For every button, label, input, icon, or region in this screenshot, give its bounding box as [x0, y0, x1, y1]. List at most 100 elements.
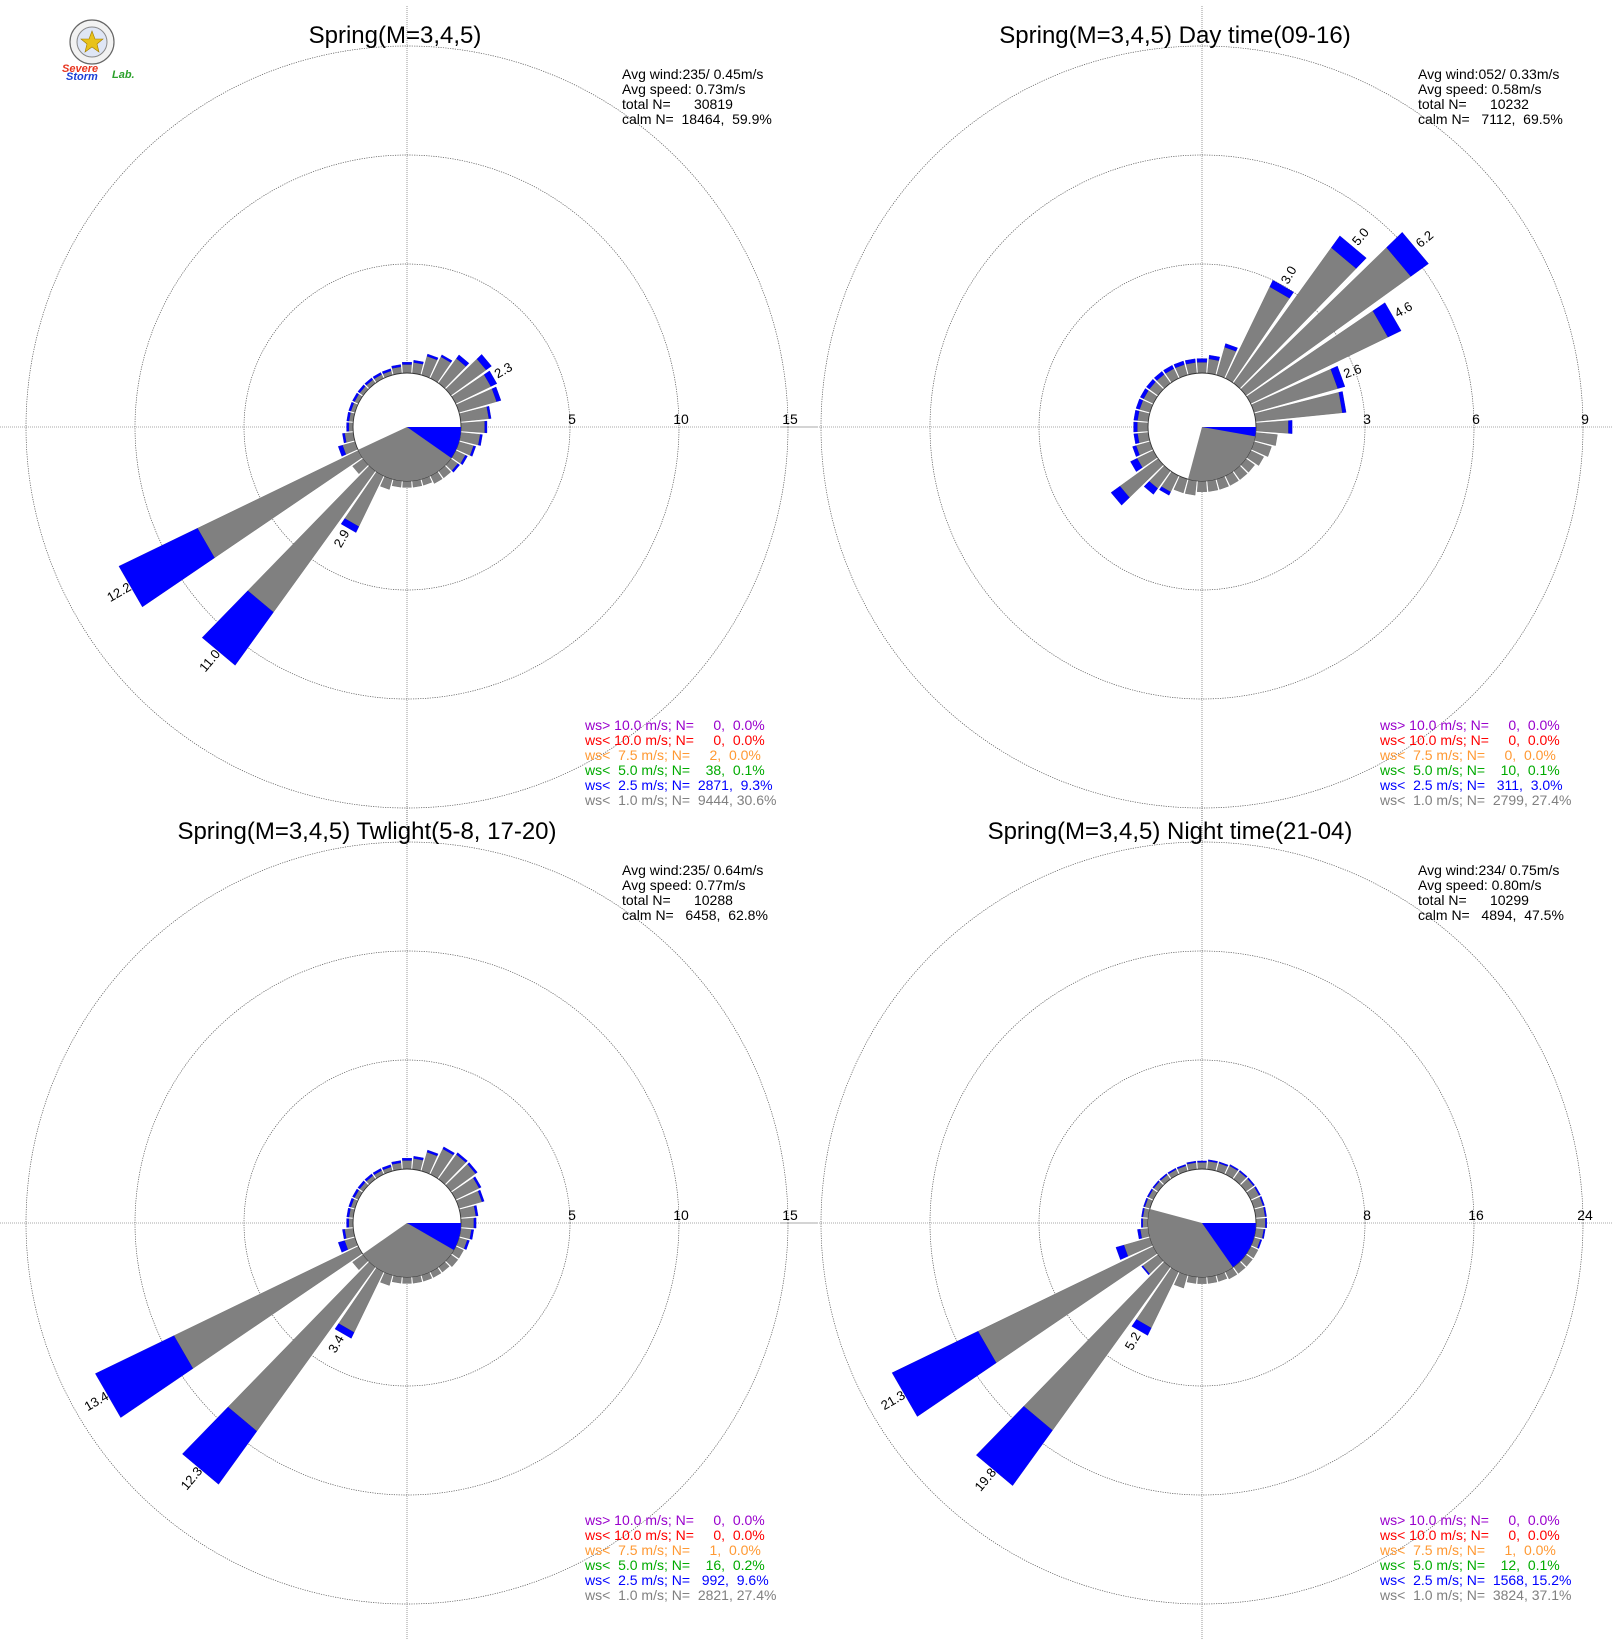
- legend-entry: ws< 7.5 m/s; N= 0, 0.0%: [1379, 747, 1556, 763]
- bar-segment-blue: [473, 1205, 479, 1217]
- bar-segment-blue: [1259, 1196, 1265, 1206]
- bar-segment-blue: [334, 1323, 355, 1339]
- bar-segment-blue: [1330, 365, 1346, 389]
- radial-tick-label: 24: [1577, 1207, 1593, 1223]
- bar-segment-blue: [1208, 354, 1220, 361]
- bar-segment-blue: [1196, 358, 1208, 363]
- bar-segment-gray: [402, 1276, 412, 1284]
- bar-segment-gray: [459, 1228, 472, 1240]
- stat-line: Avg speed: 0.77m/s: [622, 877, 745, 893]
- bar-segment-blue: [473, 1176, 482, 1189]
- bar-segment-blue: [1386, 232, 1429, 277]
- bar-segment-gray: [460, 1217, 475, 1229]
- panel-title: Spring(M=3,4,5) Twlight(5-8, 17-20): [177, 818, 556, 845]
- bar-segment-blue: [1135, 398, 1144, 410]
- bar-value-label: 5.2: [1122, 1329, 1144, 1352]
- stat-line: total N= 10232: [1418, 96, 1529, 112]
- bar-segment-blue: [95, 1335, 194, 1418]
- bar-segment-gray: [1137, 410, 1150, 422]
- bar-segment-blue: [1167, 1167, 1177, 1175]
- bar-segment-blue: [402, 362, 412, 365]
- bar-segment-blue: [352, 392, 359, 402]
- bar-segment-blue: [478, 434, 483, 446]
- stat-line: total N= 10299: [1418, 892, 1529, 908]
- radial-tick-label: 9: [1581, 411, 1589, 427]
- legend-entry: ws> 10.0 m/s; N= 0, 0.0%: [584, 717, 765, 733]
- legend-entry: ws< 1.0 m/s; N= 2821, 27.4%: [584, 1587, 776, 1603]
- bar-segment-blue: [1137, 1229, 1142, 1240]
- bar-segment-blue: [1184, 358, 1196, 365]
- calm-pie-gray: [1188, 427, 1256, 482]
- bar-segment-blue: [1153, 371, 1165, 381]
- bar-segment-blue: [1263, 1206, 1267, 1217]
- bar-segment-blue: [1254, 1186, 1261, 1196]
- bar-segment-blue: [1133, 409, 1140, 421]
- bar-segment-blue: [426, 1149, 439, 1157]
- bar-segment-blue: [348, 1197, 355, 1208]
- bar-segment-blue: [342, 433, 347, 444]
- panel-title: Spring(M=3,4,5) Night time(21-04): [988, 818, 1353, 845]
- radial-tick-label: 16: [1468, 1207, 1484, 1223]
- logo-text-severe: Severe: [62, 63, 98, 75]
- bar-segment-blue: [346, 422, 349, 432]
- bar-segment-blue: [1133, 421, 1138, 433]
- bar-segment-gray: [402, 480, 412, 488]
- radial-tick-label: 15: [782, 1207, 798, 1223]
- bar-segment-blue: [381, 1164, 392, 1171]
- legend-entry: ws< 1.0 m/s; N= 3824, 37.1%: [1379, 1587, 1571, 1603]
- bar-segment-blue: [1288, 420, 1293, 434]
- bar-segment-blue: [1132, 445, 1140, 457]
- bar-segment-gray: [1197, 1276, 1207, 1284]
- legend-entry: ws< 10.0 m/s; N= 0, 0.0%: [584, 732, 765, 748]
- bar-segment-blue: [1143, 481, 1158, 495]
- legend-entry: ws< 5.0 m/s; N= 16, 0.2%: [584, 1557, 765, 1573]
- bar-segment-blue: [1229, 1164, 1239, 1171]
- radial-tick-label: 8: [1363, 1207, 1371, 1223]
- bar-segment-blue: [1224, 343, 1238, 352]
- bar-segment-blue: [402, 1158, 412, 1161]
- bar-segment-blue: [1262, 1229, 1266, 1239]
- bar-segment-blue: [1197, 1160, 1207, 1163]
- bar-segment-blue: [1247, 1177, 1255, 1187]
- legend-entry: ws< 7.5 m/s; N= 2, 0.0%: [584, 747, 761, 763]
- bar-segment-blue: [340, 518, 360, 533]
- bar-segment-blue: [975, 1406, 1053, 1486]
- bar-segment-blue: [342, 1229, 347, 1240]
- bar-segment-blue: [1115, 1244, 1129, 1260]
- bar-segment-blue: [182, 1406, 258, 1485]
- bar-segment-blue: [413, 360, 424, 365]
- panel-title: Spring(M=3,4,5) Day time(09-16): [999, 22, 1350, 49]
- bar-segment-gray: [1197, 362, 1207, 374]
- bar-segment-blue: [483, 370, 498, 387]
- bar-segment-blue: [442, 1146, 455, 1156]
- radial-tick-label: 6: [1472, 411, 1480, 427]
- stat-line: Avg wind:235/ 0.64m/s: [622, 862, 763, 878]
- panel-title: Spring(M=3,4,5): [309, 22, 482, 49]
- stat-line: calm N= 7112, 69.5%: [1418, 111, 1563, 127]
- legend-entry: ws< 2.5 m/s; N= 1568, 15.2%: [1379, 1572, 1571, 1588]
- legend-entry: ws< 1.0 m/s; N= 2799, 27.4%: [1379, 792, 1571, 808]
- bar-segment-blue: [1218, 1161, 1229, 1167]
- logo-text-lab: Lab.: [112, 69, 135, 81]
- bar-segment-blue: [1143, 1197, 1149, 1208]
- bar-segment-blue: [357, 384, 366, 394]
- radial-tick-label: 10: [673, 1207, 689, 1223]
- bar-segment-blue: [1130, 458, 1143, 472]
- bar-segment-blue: [1265, 1218, 1267, 1228]
- legend-entry: ws< 5.0 m/s; N= 38, 0.1%: [584, 762, 765, 778]
- bar-segment-blue: [476, 354, 492, 371]
- stat-line: total N= 30819: [622, 96, 733, 112]
- bar-value-label: 2.6: [1341, 361, 1363, 381]
- legend-entry: ws< 5.0 m/s; N= 10, 0.1%: [1379, 762, 1560, 778]
- bar-segment-blue: [891, 1331, 997, 1417]
- logo-text-storm: Storm: [66, 71, 98, 83]
- radial-tick-label: 5: [568, 1207, 576, 1223]
- radial-tick-label: 15: [782, 411, 798, 427]
- bar-segment-blue: [372, 372, 382, 379]
- bar-segment-blue: [486, 406, 492, 419]
- bar-segment-blue: [201, 590, 274, 666]
- bar-segment-blue: [337, 1240, 349, 1253]
- bar-segment-gray: [1137, 432, 1150, 444]
